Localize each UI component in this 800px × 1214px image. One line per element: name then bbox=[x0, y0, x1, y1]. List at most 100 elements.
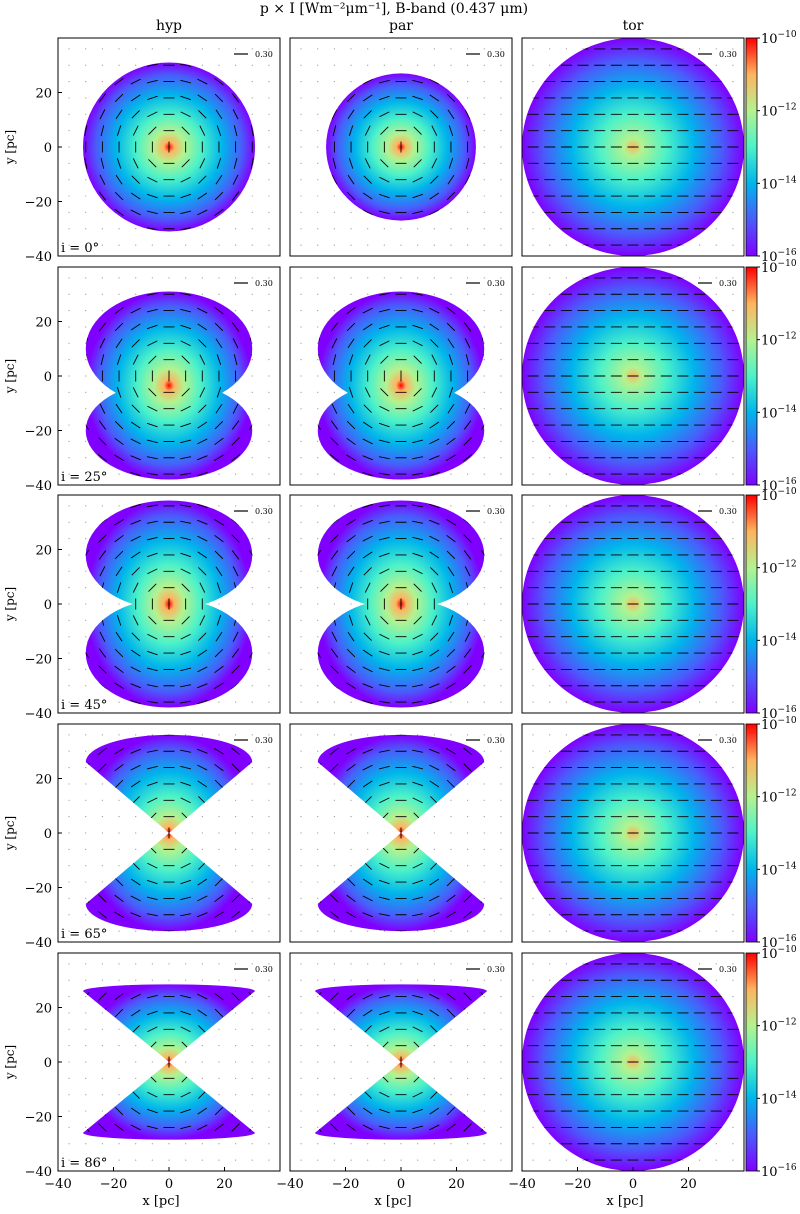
svg-text:0.30: 0.30 bbox=[487, 507, 505, 516]
intensity-map bbox=[85, 291, 253, 480]
panel-tor-3: 0.30 bbox=[521, 723, 745, 943]
panel-par-0: 0.30 bbox=[289, 37, 513, 257]
y-tick-label: 20 bbox=[35, 544, 52, 559]
colorbar: 10−16 10−14 10−12 10−10 bbox=[745, 259, 797, 494]
scale-vector: 0.30 bbox=[698, 736, 737, 745]
colorbar: 10−16 10−14 10−12 10−10 bbox=[745, 30, 797, 265]
y-tick-label: −40 bbox=[25, 250, 52, 265]
inclination-label: i = 25° bbox=[61, 470, 107, 485]
y-tick-label: 0 bbox=[44, 1056, 52, 1071]
x-tick-label: 0 bbox=[629, 1177, 637, 1192]
colorbar-tick-label: 10−10 bbox=[761, 487, 797, 504]
svg-text:0.30: 0.30 bbox=[255, 965, 273, 974]
x-tick-label: −20 bbox=[332, 1177, 359, 1192]
panels: 0.30 i = 0° −40 −20 0 20 y [pc] 0.30 0.30 0.30 i =… bbox=[3, 37, 745, 1209]
x-tick-label: −20 bbox=[100, 1177, 127, 1192]
scale-vector: 0.30 bbox=[234, 50, 273, 59]
panel-par-2: 0.30 bbox=[289, 494, 513, 714]
panel-frame bbox=[289, 266, 513, 486]
svg-text:0.30: 0.30 bbox=[255, 507, 273, 516]
y-tick-label: 20 bbox=[35, 773, 52, 788]
y-tick-label: −20 bbox=[25, 196, 52, 211]
x-tick-label: 0 bbox=[165, 1177, 173, 1192]
y-tick-label: −20 bbox=[25, 425, 52, 440]
y-axis-label: y [pc] bbox=[3, 130, 17, 165]
y-axis-label: y [pc] bbox=[3, 816, 17, 851]
inclination-label: i = 65° bbox=[61, 927, 107, 942]
svg-text:0.30: 0.30 bbox=[487, 736, 505, 745]
colorbar-tick-label: 10−12 bbox=[761, 332, 797, 349]
x-axis-label: x [pc] bbox=[606, 1194, 643, 1209]
colorbar-tick-label: 10−16 bbox=[761, 477, 797, 494]
panel-frame bbox=[521, 723, 745, 943]
intensity-map bbox=[317, 291, 485, 480]
colorbar-tick-label: 10−16 bbox=[761, 705, 797, 722]
column-title-hyp: hyp bbox=[156, 18, 182, 34]
y-axis-label: y [pc] bbox=[3, 587, 17, 622]
panel-frame bbox=[521, 266, 745, 486]
colorbar-tick-label: 10−10 bbox=[761, 259, 797, 276]
y-tick-label: 20 bbox=[35, 1002, 52, 1017]
panel-frame bbox=[289, 723, 513, 943]
scale-vector: 0.30 bbox=[698, 279, 737, 288]
y-tick-label: 0 bbox=[44, 141, 52, 156]
x-tick-label: −40 bbox=[276, 1177, 303, 1192]
y-tick-label: −40 bbox=[25, 479, 52, 494]
panel-hyp-3: 0.30 i = 65° −40 −20 0 20 y [pc] bbox=[3, 723, 281, 951]
y-tick-label: 20 bbox=[35, 87, 52, 102]
panel-tor-1: 0.30 bbox=[521, 266, 745, 486]
scale-vector: 0.30 bbox=[698, 965, 737, 974]
x-tick-label: −40 bbox=[508, 1177, 535, 1192]
scale-vector: 0.30 bbox=[234, 736, 273, 745]
panel-tor-4: 0.30 −40 −20 0 20 x [pc] bbox=[508, 952, 745, 1209]
panel-frame bbox=[289, 37, 513, 257]
scale-vector: 0.30 bbox=[466, 965, 505, 974]
panel-hyp-4: 0.30 i = 86° −40 −20 0 20 y [pc] −40 −20 0 20 x [pc… bbox=[3, 952, 281, 1209]
colorbar-tick-label: 10−12 bbox=[761, 789, 797, 806]
panel-frame bbox=[521, 494, 745, 714]
y-tick-label: −40 bbox=[25, 707, 52, 722]
svg-text:0.30: 0.30 bbox=[719, 279, 737, 288]
colorbar-tick-label: 10−10 bbox=[761, 945, 797, 962]
colorbar: 10−16 10−14 10−12 10−10 bbox=[745, 487, 797, 722]
scale-vector: 0.30 bbox=[466, 50, 505, 59]
colorbar-tick-label: 10−16 bbox=[761, 1163, 797, 1180]
inclination-label: i = 45° bbox=[61, 698, 107, 713]
scale-vector: 0.30 bbox=[466, 507, 505, 516]
scale-vector: 0.30 bbox=[234, 965, 273, 974]
inclination-label: i = 86° bbox=[61, 1156, 107, 1171]
panel-par-3: 0.30 bbox=[289, 723, 513, 943]
colorbar-tick-label: 10−14 bbox=[761, 861, 797, 878]
colorbar-tick-label: 10−16 bbox=[761, 934, 797, 951]
y-tick-label: 20 bbox=[35, 316, 52, 331]
svg-text:0.30: 0.30 bbox=[719, 736, 737, 745]
colorbar-tick-label: 10−10 bbox=[761, 716, 797, 733]
colorbars: 10−1610−1410−1210−1010−1610−1410−1210−10… bbox=[745, 30, 797, 1180]
x-axis-label: x [pc] bbox=[142, 1194, 179, 1209]
x-tick-label: 0 bbox=[397, 1177, 405, 1192]
colorbar-tick-label: 10−12 bbox=[761, 1018, 797, 1035]
x-tick-label: −20 bbox=[564, 1177, 591, 1192]
svg-text:0.30: 0.30 bbox=[719, 507, 737, 516]
panel-tor-2: 0.30 bbox=[521, 494, 745, 714]
inclination-label: i = 0° bbox=[61, 241, 99, 256]
colorbar-tick-label: 10−14 bbox=[761, 1090, 797, 1107]
colorbar: 10−16 10−14 10−12 10−10 bbox=[745, 945, 797, 1180]
colorbar-tick-label: 10−12 bbox=[761, 103, 797, 120]
colorbar-tick-label: 10−12 bbox=[761, 560, 797, 577]
x-axis-label: x [pc] bbox=[374, 1194, 411, 1209]
panel-par-1: 0.30 bbox=[289, 266, 513, 486]
scale-vector: 0.30 bbox=[698, 507, 737, 516]
scale-vector: 0.30 bbox=[234, 507, 273, 516]
colorbar-tick-label: 10−14 bbox=[761, 175, 797, 192]
x-tick-label: 20 bbox=[680, 1177, 697, 1192]
column-title-par: par bbox=[389, 18, 413, 34]
y-tick-label: 0 bbox=[44, 827, 52, 842]
svg-text:0.30: 0.30 bbox=[255, 279, 273, 288]
y-tick-label: −20 bbox=[25, 882, 52, 897]
y-axis-label: y [pc] bbox=[3, 1045, 17, 1080]
colorbar-tick-label: 10−14 bbox=[761, 404, 797, 421]
x-tick-label: −40 bbox=[44, 1177, 71, 1192]
colorbar-tick-label: 10−16 bbox=[761, 248, 797, 265]
